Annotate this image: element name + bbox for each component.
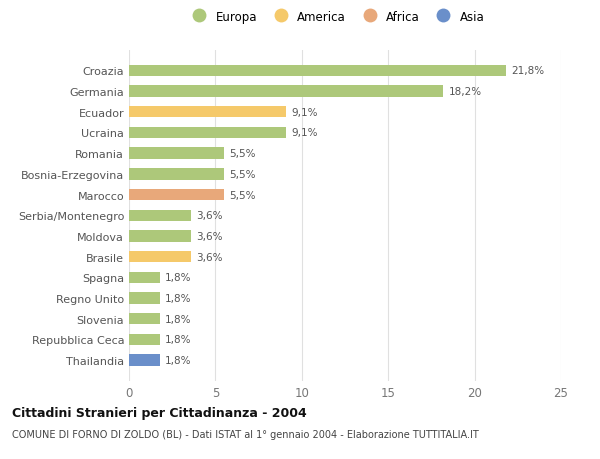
Bar [129,128,286,139]
Text: 1,8%: 1,8% [165,355,192,365]
Bar [129,293,160,304]
Bar [129,272,160,283]
Text: 1,8%: 1,8% [165,273,192,283]
Text: 5,5%: 5,5% [229,169,256,179]
Text: Cittadini Stranieri per Cittadinanza - 2004: Cittadini Stranieri per Cittadinanza - 2… [12,406,307,419]
Text: 1,8%: 1,8% [165,335,192,345]
Text: 1,8%: 1,8% [165,314,192,324]
Bar [129,107,286,118]
Text: 5,5%: 5,5% [229,149,256,159]
Bar [129,66,506,77]
Text: 9,1%: 9,1% [292,128,318,138]
Text: 3,6%: 3,6% [196,211,223,221]
Bar [129,86,443,97]
Bar [129,169,224,180]
Text: 9,1%: 9,1% [292,107,318,118]
Text: 1,8%: 1,8% [165,293,192,303]
Legend: Europa, America, Africa, Asia: Europa, America, Africa, Asia [185,8,487,26]
Bar [129,334,160,345]
Bar [129,355,160,366]
Bar [129,252,191,263]
Text: COMUNE DI FORNO DI ZOLDO (BL) - Dati ISTAT al 1° gennaio 2004 - Elaborazione TUT: COMUNE DI FORNO DI ZOLDO (BL) - Dati IST… [12,429,479,439]
Text: 3,6%: 3,6% [196,252,223,262]
Bar [129,210,191,221]
Text: 18,2%: 18,2% [449,87,482,97]
Text: 21,8%: 21,8% [511,66,544,76]
Text: 3,6%: 3,6% [196,231,223,241]
Bar [129,231,191,242]
Bar [129,313,160,325]
Text: 5,5%: 5,5% [229,190,256,200]
Bar [129,190,224,201]
Bar [129,148,224,159]
